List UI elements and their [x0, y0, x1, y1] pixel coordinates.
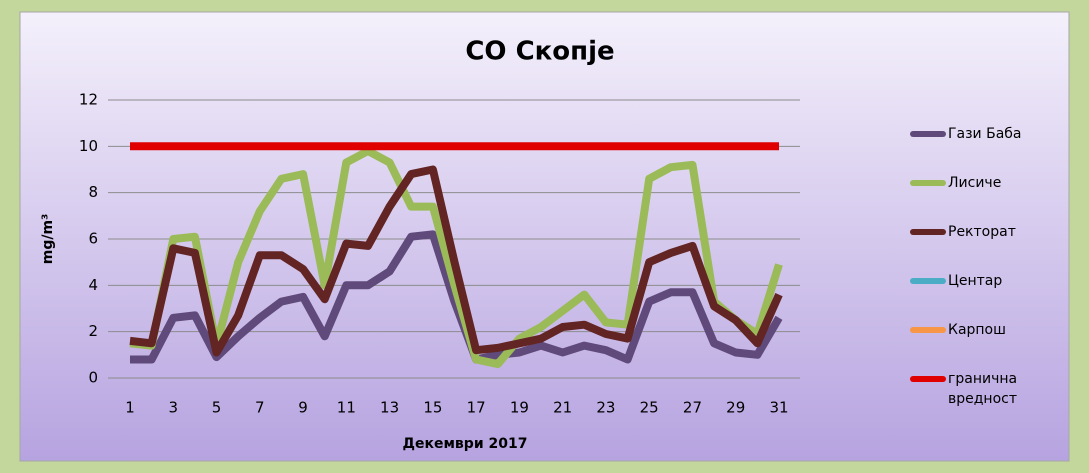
- x-tick-label: 23: [596, 399, 615, 417]
- y-tick-label: 8: [88, 183, 98, 201]
- y-tick-label: 4: [88, 276, 98, 294]
- legend-label: гранична вредност: [948, 371, 1018, 407]
- x-tick-label: 1: [125, 399, 135, 417]
- legend-item: Лисиче: [910, 173, 1058, 193]
- series-line: [130, 230, 783, 364]
- y-tick-label: 12: [79, 91, 98, 109]
- legend-label: Ректорат: [948, 224, 1016, 240]
- x-tick-label: 11: [337, 399, 356, 417]
- x-tick-label: 7: [255, 399, 265, 417]
- legend-label: Гази Баба: [948, 126, 1022, 142]
- x-tick-label: 13: [380, 399, 399, 417]
- series-line: [129, 165, 783, 357]
- x-tick-label: 9: [298, 399, 308, 417]
- x-tick-label: 5: [212, 399, 222, 417]
- legend-swatch: [910, 229, 946, 235]
- legend-label: Карпош: [948, 322, 1006, 338]
- legend-item: Центар: [910, 271, 1058, 291]
- legend-swatch: [910, 180, 946, 186]
- x-tick-label: 15: [423, 399, 442, 417]
- x-tick-label: 3: [168, 399, 178, 417]
- legend-swatch: [910, 327, 946, 333]
- legend-label: Лисиче: [948, 175, 1002, 191]
- legend-label: Центар: [948, 273, 1003, 289]
- legend-item: гранична вредност: [910, 369, 1058, 409]
- x-tick-label: 31: [769, 399, 788, 417]
- legend-item: Гази Баба: [910, 124, 1058, 144]
- y-tick-label: 6: [88, 230, 98, 248]
- legend-swatch: [910, 278, 946, 284]
- x-tick-label: 29: [726, 399, 745, 417]
- y-tick-label: 10: [79, 137, 98, 155]
- series-line: [129, 147, 783, 369]
- legend-item: Карпош: [910, 320, 1058, 340]
- x-tick-label: 17: [467, 399, 486, 417]
- chart-title: СО Скопје: [465, 37, 614, 67]
- x-tick-label: 27: [683, 399, 702, 417]
- y-tick-label: 0: [88, 369, 98, 387]
- legend-item: Ректорат: [910, 222, 1058, 242]
- legend-swatch: [910, 376, 946, 382]
- y-tick-label: 2: [88, 322, 98, 340]
- legend-swatch: [910, 131, 946, 137]
- x-tick-label: 21: [553, 399, 572, 417]
- x-axis-label: Декември 2017: [403, 436, 528, 452]
- y-axis-label: mg/m³: [40, 214, 56, 264]
- x-tick-label: 19: [510, 399, 529, 417]
- x-tick-label: 25: [640, 399, 659, 417]
